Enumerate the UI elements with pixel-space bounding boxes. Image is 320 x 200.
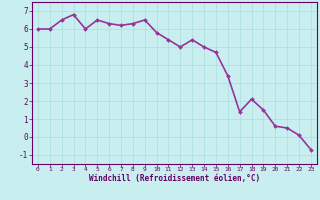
X-axis label: Windchill (Refroidissement éolien,°C): Windchill (Refroidissement éolien,°C) <box>89 174 260 183</box>
